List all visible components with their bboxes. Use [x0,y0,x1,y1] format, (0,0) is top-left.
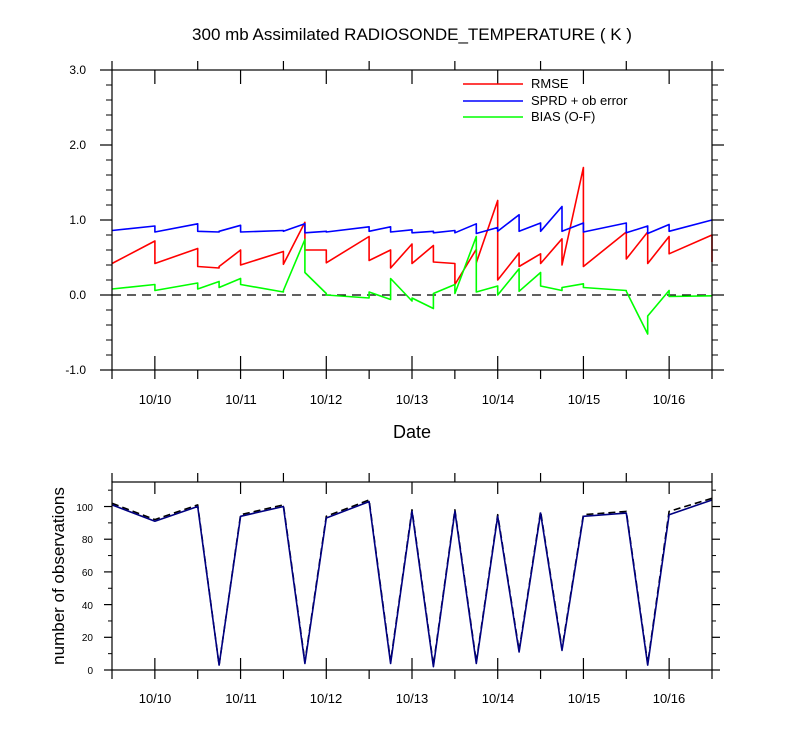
series-line-bias-o-f [111,235,713,335]
bottom-series-lines [111,497,713,668]
top-y-tick-label: -1.0 [65,363,86,377]
legend-label-sprd: SPRD + ob error [531,93,628,108]
bottom-y-tick-label: 60 [82,568,94,579]
bottom-x-tick-label: 10/12 [310,691,343,706]
bottom-chart: 0 20 40 60 80 100 10/10 10/11 10/12 10/1… [49,473,720,706]
bottom-axis-ticks [104,473,720,679]
top-x-tick-label: 10/13 [396,392,429,407]
bottom-y-tick-label: 20 [82,633,94,644]
top-y-tick-label: 1.0 [69,213,86,227]
bottom-x-tick-labels: 10/10 10/11 10/12 10/13 10/14 10/15 10/1… [139,691,686,706]
legend-label-bias: BIAS (O-F) [531,109,595,124]
bottom-x-tick-label: 10/15 [568,691,601,706]
top-x-tick-label: 10/12 [310,392,343,407]
bottom-y-tick-label: 0 [87,666,93,677]
bottom-x-tick-label: 10/11 [225,691,257,706]
top-x-axis-label: Date [393,422,431,442]
top-x-tick-label: 10/15 [568,392,601,407]
top-plot-frame [111,69,713,371]
bottom-y-tick-label: 40 [82,601,94,612]
bottom-x-tick-label: 10/16 [653,691,686,706]
series-line-rmse [111,166,713,286]
top-series-lines [111,166,713,335]
top-y-tick-labels: -1.0 0.0 1.0 2.0 3.0 [65,63,86,377]
series-line-count-dashed [111,497,713,666]
legend-label-rmse: RMSE [531,76,569,91]
bottom-y-tick-label: 100 [76,503,93,514]
bottom-x-tick-label: 10/14 [482,691,515,706]
top-y-tick-label: 2.0 [69,138,86,152]
top-y-tick-label: 0.0 [69,288,86,302]
legend: RMSE SPRD + ob error BIAS (O-F) [463,76,628,124]
bottom-x-tick-label: 10/13 [396,691,429,706]
series-line-sprd-ob-error [111,205,713,235]
bottom-y-tick-label: 80 [82,535,94,546]
top-x-tick-label: 10/14 [482,392,515,407]
bottom-y-axis-label: number of observations [49,487,68,665]
top-axis-ticks [100,61,724,379]
top-x-tick-labels: 10/10 10/11 10/12 10/13 10/14 10/15 10/1… [139,392,686,407]
top-x-tick-label: 10/11 [225,392,257,407]
top-chart-title: 300 mb Assimilated RADIOSONDE_TEMPERATUR… [192,25,632,44]
bottom-x-tick-label: 10/10 [139,691,172,706]
top-y-tick-label: 3.0 [69,63,86,77]
top-x-tick-label: 10/16 [653,392,686,407]
series-line-count-solid [111,499,713,668]
top-x-tick-label: 10/10 [139,392,172,407]
top-chart: 300 mb Assimilated RADIOSONDE_TEMPERATUR… [65,25,724,442]
bottom-y-tick-labels: 0 20 40 60 80 100 [76,503,93,677]
